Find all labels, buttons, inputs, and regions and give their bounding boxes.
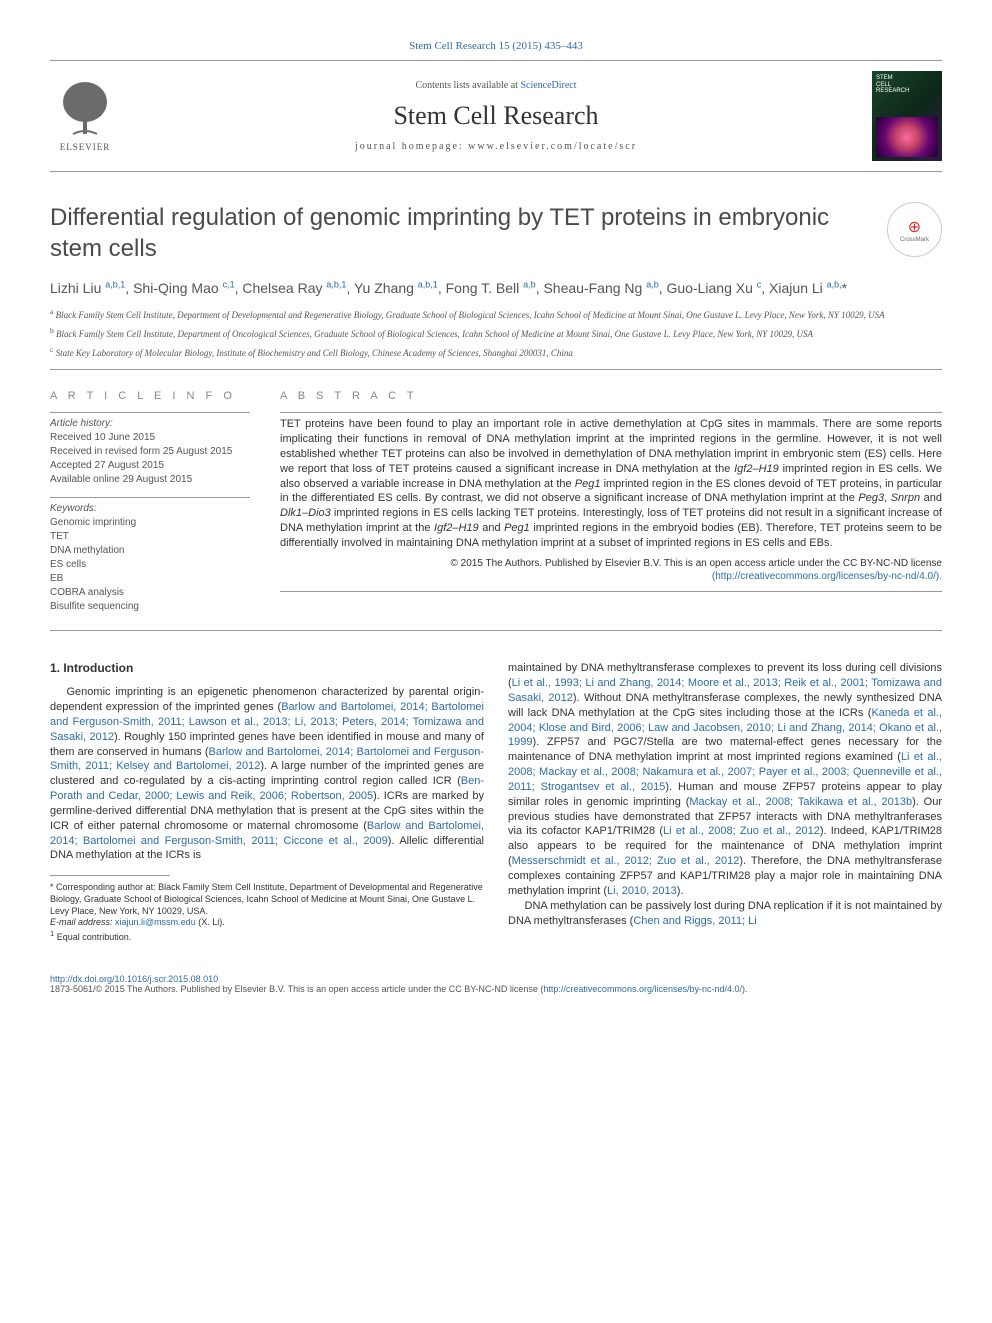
abstract-label: A B S T R A C T — [280, 390, 942, 402]
article-history: Article history: Received 10 June 2015 R… — [50, 417, 250, 487]
rule-affil-bottom — [50, 369, 942, 370]
kw-6: Bisulfite sequencing — [50, 601, 139, 612]
cover-image-icon — [876, 117, 938, 157]
rule-header-bottom — [50, 171, 942, 172]
rule-abstract-top — [280, 412, 942, 413]
intro-heading: 1. Introduction — [50, 661, 484, 675]
email-name: (X. Li). — [196, 917, 225, 927]
affiliation-b: b Black Family Stem Cell Institute, Depa… — [50, 326, 942, 341]
online-date: Available online 29 August 2015 — [50, 474, 192, 485]
intro-p1: Genomic imprinting is an epigenetic phen… — [50, 685, 484, 863]
footnotes: * Corresponding author at: Black Family … — [50, 882, 484, 943]
kw-0: Genomic imprinting — [50, 517, 136, 528]
affiliation-a: a Black Family Stem Cell Institute, Depa… — [50, 307, 942, 322]
page-footer: http://dx.doi.org/10.1016/j.scr.2015.08.… — [50, 974, 942, 994]
journal-cover: STEM CELL RESEARCH — [872, 71, 942, 161]
elsevier-label: ELSEVIER — [60, 142, 111, 152]
header-center: Contents lists available at ScienceDirec… — [120, 80, 872, 152]
kw-4: EB — [50, 573, 63, 584]
rule-info-1 — [50, 412, 250, 413]
top-citation-link[interactable]: Stem Cell Research 15 (2015) 435–443 — [409, 40, 583, 52]
intro-p3: DNA methylation can be passively lost du… — [508, 899, 942, 929]
affiliation-c: c State Key Laboratory of Molecular Biol… — [50, 345, 942, 360]
footer-license-link[interactable]: http://creativecommons.org/licenses/by-n… — [543, 984, 742, 994]
cover-text-1: STEM — [876, 75, 938, 82]
received-date: Received 10 June 2015 — [50, 432, 155, 443]
copyright-text: © 2015 The Authors. Published by Elsevie… — [450, 558, 942, 569]
email-label: E-mail address: — [50, 917, 115, 927]
kw-5: COBRA analysis — [50, 587, 124, 598]
rule-top — [50, 60, 942, 61]
cover-text-2: CELL — [876, 82, 938, 89]
footer-close: ). — [742, 984, 748, 994]
kw-1: TET — [50, 531, 69, 542]
sciencedirect-link[interactable]: ScienceDirect — [520, 80, 576, 91]
license-line: © 2015 The Authors. Published by Elsevie… — [280, 557, 942, 583]
rule-abstract-bottom — [280, 591, 942, 592]
contents-prefix: Contents lists available at — [415, 80, 520, 91]
rule-info-2 — [50, 497, 250, 498]
history-label: Article history: — [50, 418, 113, 429]
crossmark-label: CrossMark — [900, 237, 929, 243]
footnote-separator — [50, 875, 170, 876]
keywords-block: Keywords: Genomic imprinting TET DNA met… — [50, 502, 250, 614]
doi-link[interactable]: http://dx.doi.org/10.1016/j.scr.2015.08.… — [50, 974, 218, 984]
email-note: E-mail address: xiajun.li@mssm.edu (X. L… — [50, 917, 484, 929]
journal-homepage: journal homepage: www.elsevier.com/locat… — [120, 141, 872, 152]
journal-title: Stem Cell Research — [120, 101, 872, 131]
crossmark-icon: ⊕ — [908, 217, 921, 237]
article-title: Differential regulation of genomic impri… — [50, 202, 875, 264]
accepted-date: Accepted 27 August 2015 — [50, 460, 164, 471]
rule-body-top — [50, 630, 942, 631]
kw-2: DNA methylation — [50, 545, 124, 556]
elsevier-logo: ELSEVIER — [50, 76, 120, 156]
kw-3: ES cells — [50, 559, 86, 570]
cover-text-3: RESEARCH — [876, 88, 938, 95]
corresponding-note: * Corresponding author at: Black Family … — [50, 882, 484, 917]
revised-date: Received in revised form 25 August 2015 — [50, 446, 232, 457]
email-link[interactable]: xiajun.li@mssm.edu — [115, 917, 196, 927]
equal-note: 1 Equal contribution. — [50, 929, 484, 944]
abstract-text: TET proteins have been found to play an … — [280, 417, 942, 551]
article-info-label: A R T I C L E I N F O — [50, 390, 250, 402]
issn-line: 1873-5061/© 2015 The Authors. Published … — [50, 984, 543, 994]
keywords-label: Keywords: — [50, 503, 97, 514]
license-link[interactable]: (http://creativecommons.org/licenses/by-… — [712, 571, 942, 582]
contents-line: Contents lists available at ScienceDirec… — [120, 80, 872, 91]
intro-p2: maintained by DNA methyltransferase comp… — [508, 661, 942, 899]
top-citation: Stem Cell Research 15 (2015) 435–443 — [50, 40, 942, 52]
journal-header: ELSEVIER Contents lists available at Sci… — [50, 65, 942, 167]
elsevier-tree-icon — [58, 80, 113, 140]
crossmark-badge[interactable]: ⊕ CrossMark — [887, 202, 942, 257]
authors: Lizhi Liu a,b,1, Shi-Qing Mao c,1, Chels… — [50, 278, 942, 299]
